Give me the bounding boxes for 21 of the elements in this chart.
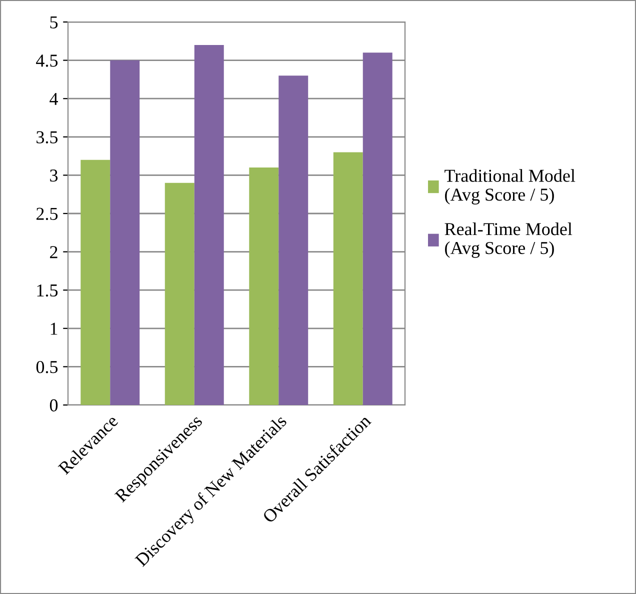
y-tick-label: 0 <box>50 399 58 412</box>
y-tick-label: 1 <box>50 322 58 335</box>
bar <box>333 152 363 405</box>
legend-label: Real-Time Model (Avg Score / 5) <box>444 222 572 258</box>
bar <box>164 182 194 405</box>
legend-label: Traditional Model (Avg Score / 5) <box>444 169 576 204</box>
bar <box>110 60 140 405</box>
bar <box>194 44 224 405</box>
bar <box>80 160 110 405</box>
y-tick-label: 5 <box>50 16 58 28</box>
y-tick-label: 1.5 <box>37 284 58 297</box>
y-tick-label: 4 <box>50 92 58 105</box>
y-tick-label: 4.5 <box>36 54 58 67</box>
bar <box>278 76 308 405</box>
y-tick-label: 0.5 <box>36 360 58 374</box>
y-tick-label: 2.5 <box>36 208 58 220</box>
y-tick-label: 3.5 <box>36 131 58 144</box>
bar <box>362 52 392 405</box>
bar <box>249 168 279 405</box>
y-tick-label: 2 <box>50 246 58 258</box>
y-tick-label: 3 <box>50 170 58 182</box>
